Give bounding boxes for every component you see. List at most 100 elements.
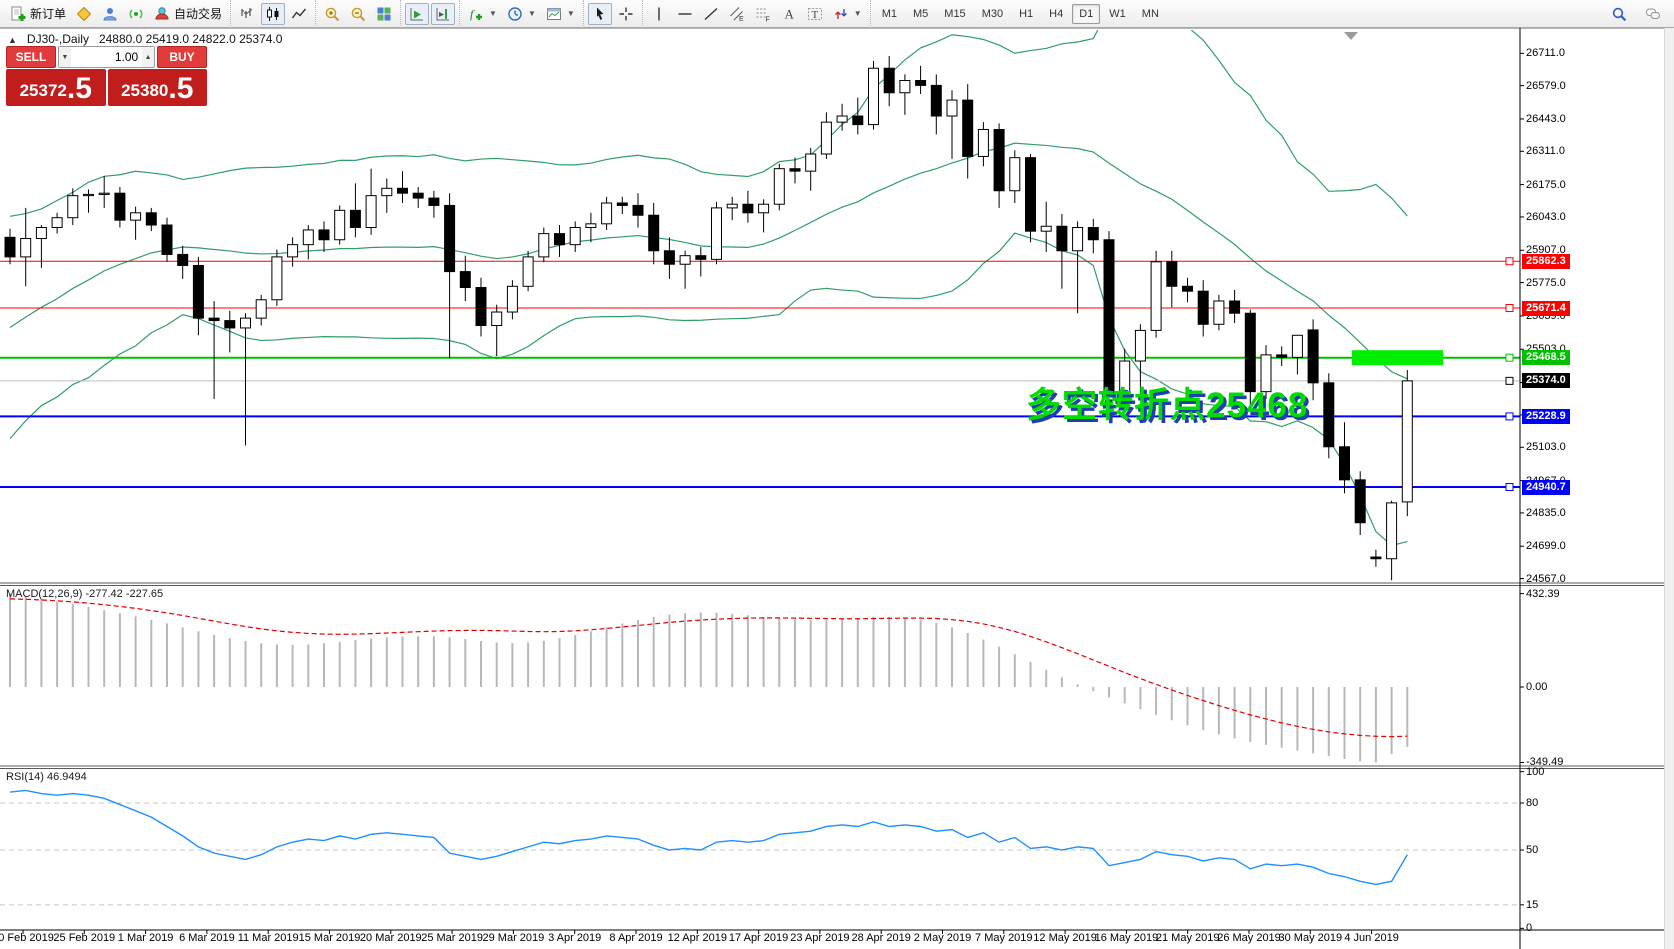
level-price-badge: 25468.5 [1522, 350, 1570, 366]
chevron-down-icon[interactable]: ▼ [527, 9, 536, 18]
chat-button[interactable] [1641, 3, 1665, 25]
date-label: 28 Apr 2019 [851, 932, 911, 944]
axis-tick-label: 50 [1526, 844, 1539, 856]
chevron-down-icon[interactable]: ▼ [566, 9, 575, 18]
horizontal-line-button[interactable] [673, 3, 697, 25]
chevron-down-icon[interactable]: ▼ [853, 9, 862, 18]
tf-button-M5[interactable]: M5 [913, 7, 929, 20]
tf-button-H1[interactable]: H1 [1019, 7, 1034, 20]
arrows-button[interactable]: ▼ [829, 3, 866, 25]
axis-tick-label: 25907.0 [1526, 244, 1566, 257]
highlight-rectangle[interactable] [1352, 350, 1443, 366]
cursor-button[interactable] [587, 2, 612, 25]
sell-price-pip: .5 [66, 72, 92, 105]
volume-input[interactable] [70, 47, 143, 67]
axis-tick-label: 26443.0 [1526, 112, 1566, 125]
chart-shift-button[interactable] [431, 2, 456, 25]
date-label: 12 Apr 2019 [667, 932, 727, 944]
search-icon [1611, 6, 1627, 22]
rsi-line [9, 789, 1408, 886]
toolbar: 新订单 自动交易 f ▼ ▼ ▼ E F A T ▼ M1 M5 M15 M30 H1 H4 D1 W1 MN [0, 0, 1674, 28]
toolbar-right [1606, 3, 1672, 25]
tf-button-D1[interactable]: D1 [1072, 3, 1101, 24]
chart-ohlc-values: 24880.0 25419.0 24822.0 25374.0 [98, 32, 283, 46]
crosshair-icon [618, 6, 634, 22]
toolbar-group: 新订单 自动交易 [2, 0, 230, 28]
macd-indicator-label: MACD(12,26,9) -277.42 -227.65 [6, 588, 164, 600]
tf-button-MN[interactable]: MN [1141, 7, 1159, 20]
line-chart-icon [291, 6, 307, 22]
candlestick-chart-button[interactable] [261, 2, 286, 25]
line-chart-button[interactable] [287, 3, 311, 25]
volume-increase-button[interactable]: ▲ [142, 47, 155, 67]
trendline-button[interactable] [699, 3, 723, 25]
vertical-line-button[interactable] [647, 3, 671, 25]
cursor-icon [592, 6, 608, 22]
indicators-icon: f [468, 6, 484, 22]
tile-windows-button[interactable] [372, 3, 396, 25]
level-price-badge: 24940.7 [1522, 479, 1570, 495]
signals-button[interactable] [124, 3, 148, 25]
date-label: 20 Mar 2019 [359, 932, 422, 944]
horizontal-line-icon [677, 6, 693, 22]
axis-tick-label: 0 [1526, 922, 1533, 935]
macd-signal-line [9, 598, 1408, 738]
axis-tick-label: 432.39 [1526, 587, 1560, 600]
scroll-end-marker[interactable] [1344, 32, 1358, 40]
horizontal-level-lines[interactable] [0, 257, 1520, 492]
periods-button[interactable]: ▼ [503, 3, 540, 25]
trendline-icon [703, 6, 719, 22]
buy-button[interactable]: BUY [157, 46, 207, 68]
tf-button-M30[interactable]: M30 [981, 7, 1004, 20]
market-watch-button[interactable] [98, 3, 122, 25]
templates-button[interactable]: ▼ [542, 3, 579, 25]
date-label: 25 Mar 2019 [421, 932, 483, 944]
level-price-badge: 25862.3 [1522, 253, 1570, 269]
axis-tick-label: 15 [1526, 898, 1539, 911]
fibonacci-button[interactable]: F [751, 3, 775, 25]
buy-price-button[interactable]: 25380 .5 [107, 69, 207, 106]
axis-tick-label: 26043.0 [1526, 210, 1566, 223]
sell-button[interactable]: SELL [6, 46, 56, 68]
chart-shift-icon [435, 6, 451, 22]
chart-title: DJ30-,Daily [26, 32, 89, 46]
vertical-line-icon [651, 6, 667, 22]
text-button[interactable]: A [777, 3, 801, 25]
tf-button-W1[interactable]: W1 [1109, 7, 1126, 20]
auto-scroll-button[interactable] [405, 2, 430, 25]
volume-stepper: ▼ ▲ [58, 46, 155, 68]
equidistant-channel-button[interactable]: E [725, 3, 749, 25]
search-button[interactable] [1607, 3, 1631, 25]
crosshair-button[interactable] [614, 3, 638, 25]
new-order-button[interactable]: 新订单 [6, 3, 70, 25]
svg-text:T: T [811, 9, 818, 21]
date-label: 21 May 2019 [1155, 932, 1220, 944]
axis-tick-label: -349.49 [1526, 756, 1564, 769]
sell-price-button[interactable]: 25372 .5 [6, 69, 106, 106]
toolbar-group [315, 0, 400, 28]
date-label: 16 May 2019 [1094, 932, 1159, 944]
buy-price-main: 25380 [121, 81, 169, 100]
tf-button-H4[interactable]: H4 [1049, 7, 1064, 20]
one-click-collapse-arrow[interactable]: ▲ [8, 35, 17, 45]
indicators-button[interactable]: f ▼ [464, 3, 501, 25]
chevron-down-icon[interactable]: ▼ [489, 9, 497, 18]
autotrading-button[interactable]: 自动交易 [150, 3, 226, 25]
candles-series [4, 55, 1413, 581]
metaeditor-button[interactable] [72, 3, 96, 25]
zoom-out-icon [350, 6, 366, 22]
volume-decrease-button[interactable]: ▼ [59, 47, 71, 67]
bar-chart-button[interactable] [235, 3, 259, 25]
svg-text:E: E [739, 16, 744, 22]
chart-plot-area[interactable] [0, 28, 1674, 949]
chart-header: ▲ DJ30-,Daily 24880.0 25419.0 24822.0 25… [8, 32, 282, 46]
sell-price-main: 25372 [19, 81, 67, 100]
text-label-button[interactable]: T [803, 3, 827, 25]
tf-button-M1[interactable]: M1 [881, 7, 897, 20]
zoom-in-button[interactable] [320, 3, 344, 25]
zoom-out-button[interactable] [346, 3, 370, 25]
axis-tick-label: 25103.0 [1526, 441, 1566, 454]
level-price-badge: 25228.9 [1522, 408, 1570, 424]
tf-button-M15[interactable]: M15 [944, 7, 966, 20]
signals-icon [128, 6, 144, 22]
